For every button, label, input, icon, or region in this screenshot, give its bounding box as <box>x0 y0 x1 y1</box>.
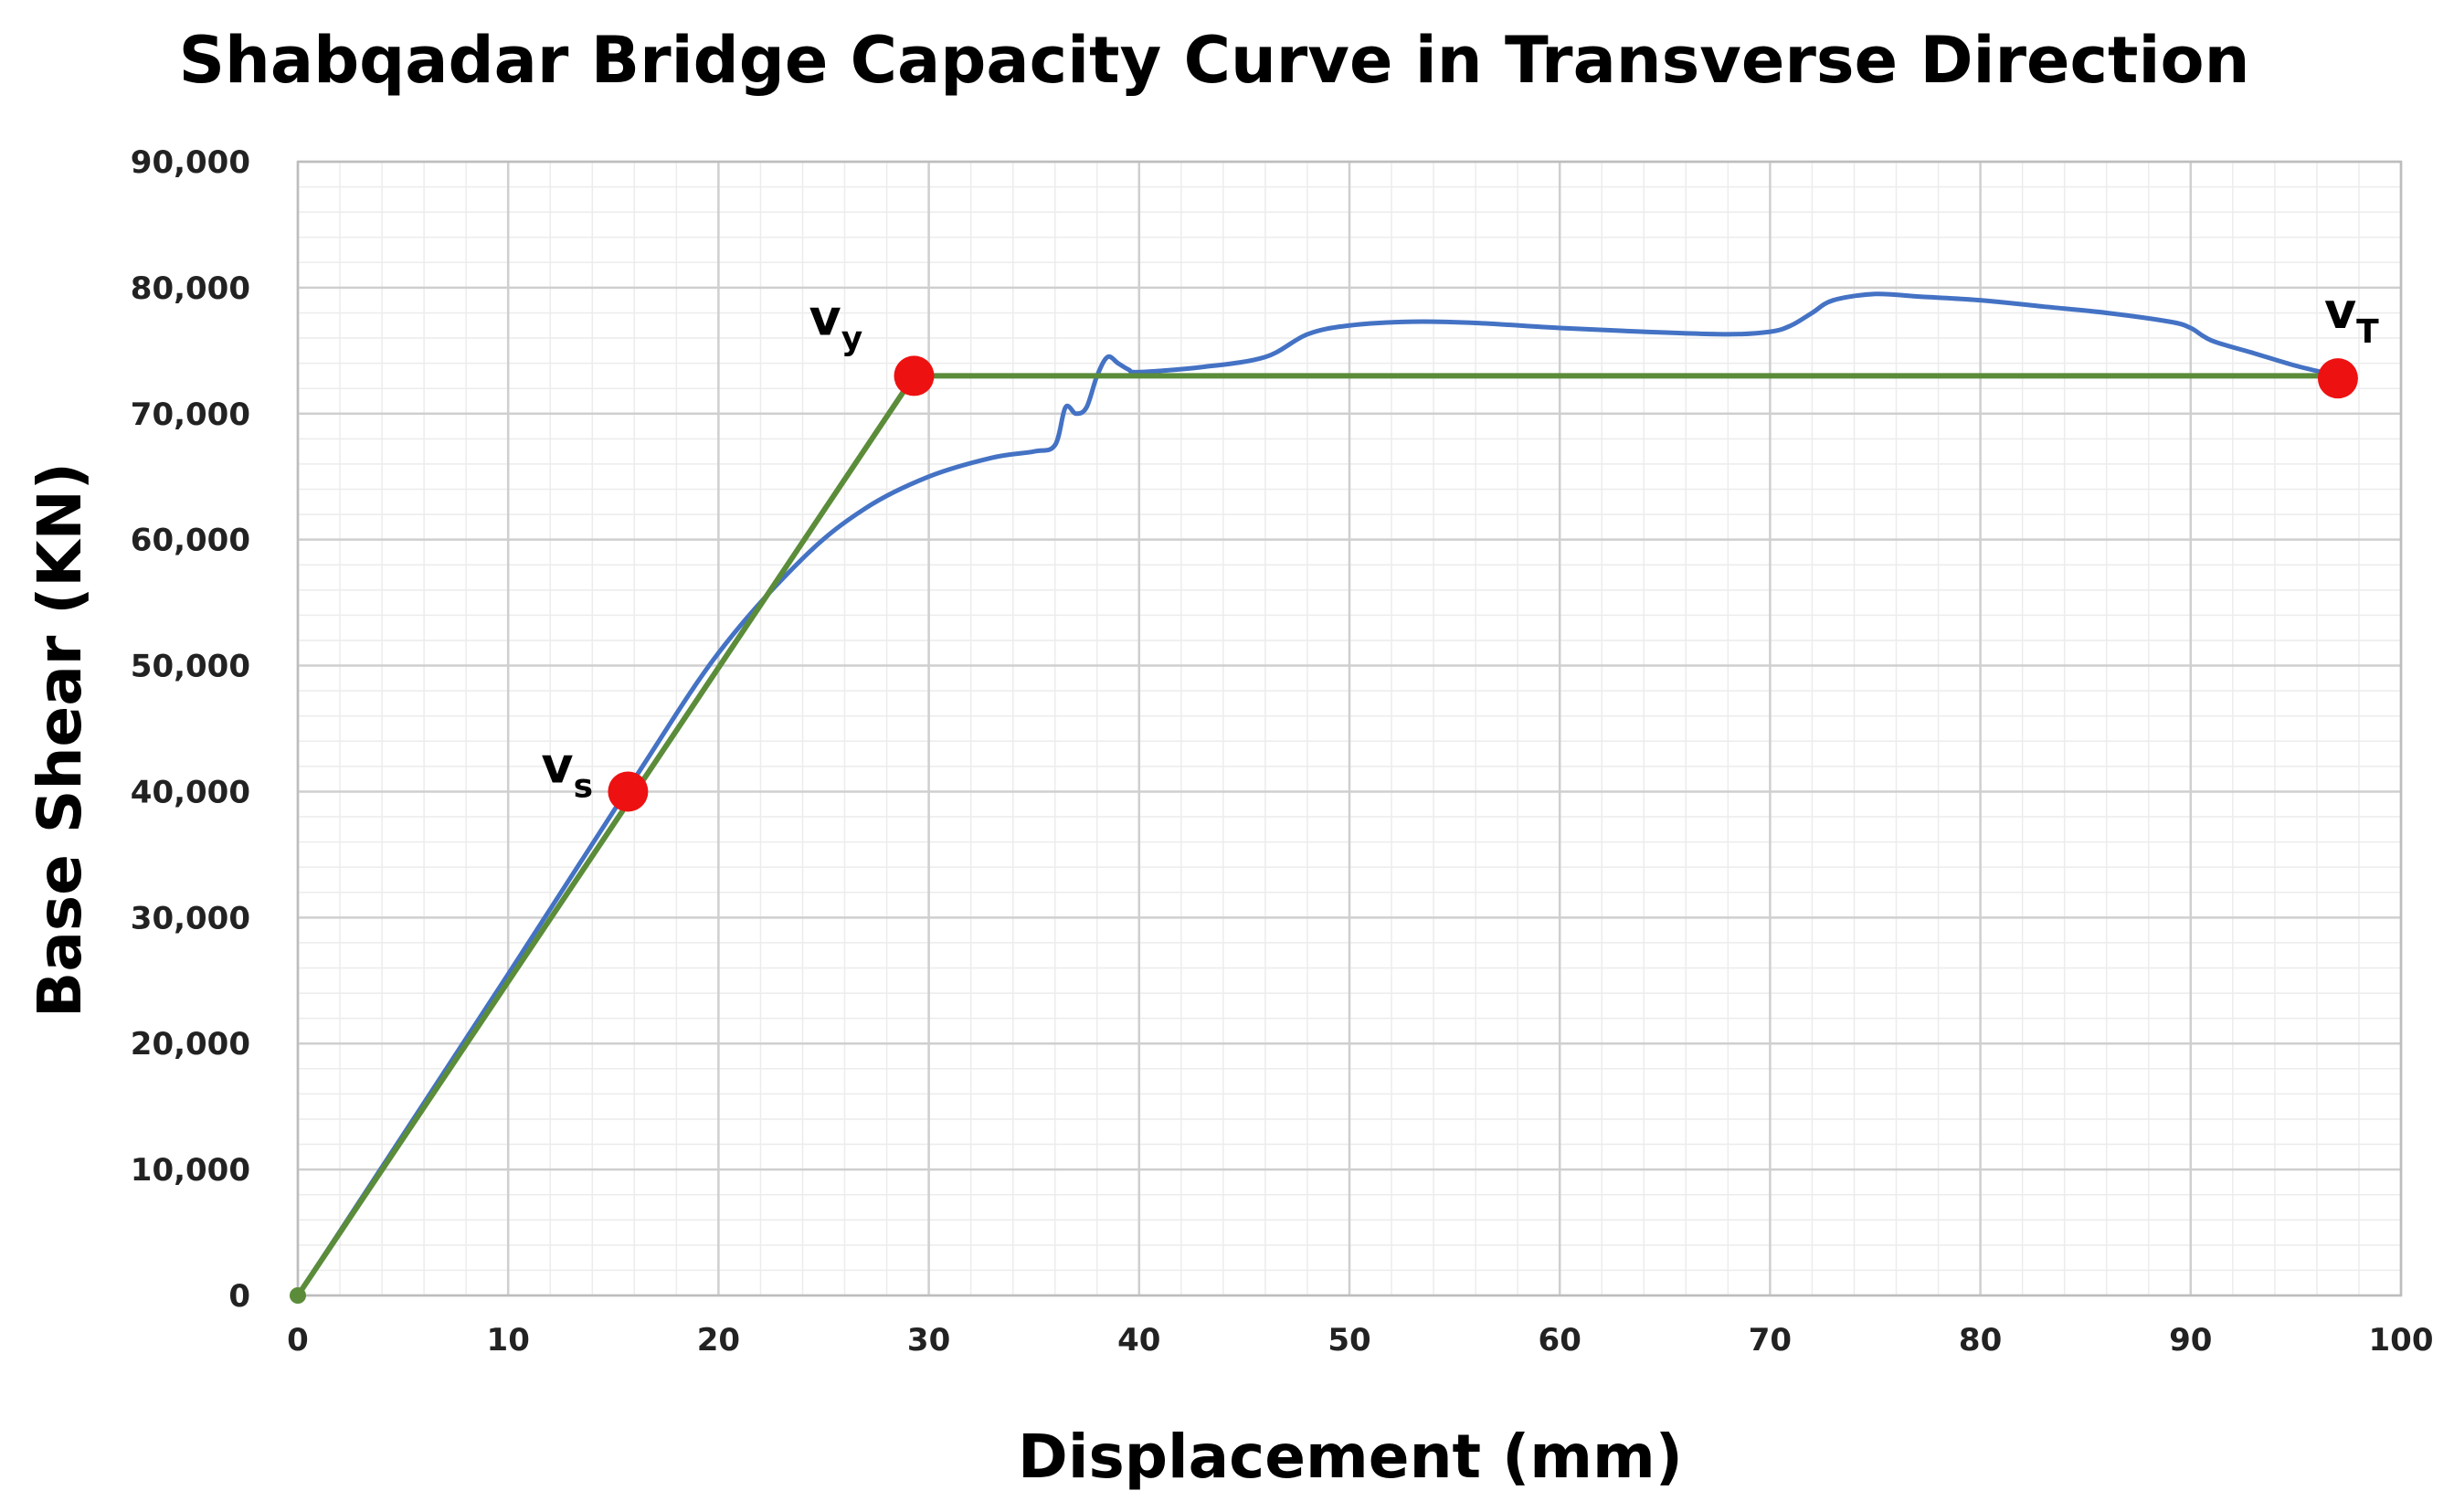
point-marker-vT <box>2317 358 2358 399</box>
x-tick-label: 90 <box>2169 1322 2212 1359</box>
grid <box>296 160 2403 1297</box>
plot-area-border <box>296 160 2403 1297</box>
y-tick-label: 10,000 <box>131 1152 250 1189</box>
x-tick-label: 30 <box>907 1322 950 1359</box>
point-label-main: v <box>541 736 573 794</box>
series-layer <box>295 291 2341 1298</box>
capacity-curve-line <box>295 291 2341 1298</box>
y-tick-label: 70,000 <box>131 397 250 433</box>
y-tick-label: 0 <box>228 1278 250 1315</box>
y-axis-label: Base Shear (KN) <box>25 462 95 1018</box>
point-label-vT: vT <box>2324 282 2379 351</box>
y-tick-label: 50,000 <box>131 649 250 685</box>
x-tick-label: 10 <box>487 1322 530 1359</box>
y-tick-label: 30,000 <box>131 900 250 936</box>
x-tick-label: 80 <box>1959 1322 2002 1359</box>
y-tick-label: 90,000 <box>131 144 250 181</box>
point-marker-vs <box>608 771 649 812</box>
x-tick-label: 60 <box>1539 1322 1581 1359</box>
point-label-subscript: T <box>2356 313 2379 351</box>
y-tick-label: 40,000 <box>131 774 250 810</box>
x-tick-label: 0 <box>287 1322 309 1359</box>
x-axis-label: Displacement (mm) <box>1018 1422 1683 1492</box>
point-label-subscript: s <box>574 767 593 805</box>
point-label-vs: vs <box>541 736 593 805</box>
y-tick-label: 60,000 <box>131 523 250 559</box>
point-label-main: v <box>2324 282 2356 340</box>
y-tick-label: 80,000 <box>131 270 250 307</box>
x-tick-label: 20 <box>697 1322 740 1359</box>
point-label-vy: vy <box>809 289 862 357</box>
y-tick-label: 20,000 <box>131 1026 250 1063</box>
x-tick-label: 100 <box>2369 1322 2434 1359</box>
chart-title: Shabqadar Bridge Capacity Curve in Trans… <box>179 23 2250 98</box>
x-tick-label: 50 <box>1327 1322 1370 1359</box>
origin-marker <box>290 1287 306 1304</box>
point-label-main: v <box>809 289 841 346</box>
point-label-subscript: y <box>841 320 862 357</box>
tick-labels: 0 10 20 30 40 50 60 70 80 90 100 0 10,000 20,000 30,00… <box>131 144 2434 1359</box>
x-tick-label: 40 <box>1117 1322 1160 1359</box>
x-tick-label: 70 <box>1749 1322 1792 1359</box>
point-marker-vy <box>894 355 935 397</box>
